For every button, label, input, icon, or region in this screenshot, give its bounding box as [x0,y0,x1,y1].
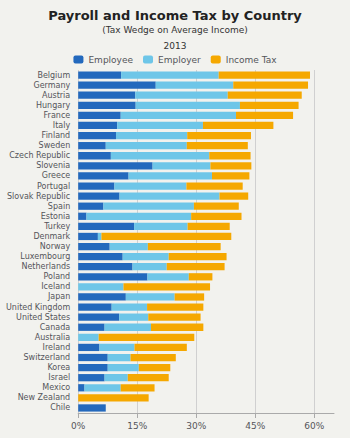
svg-text:Czech Republic: Czech Republic [9,151,70,160]
svg-text:Poland: Poland [43,272,70,281]
svg-text:Payroll and Income Tax by Coun: Payroll and Income Tax by Country [48,8,302,23]
svg-text:Switzerland: Switzerland [24,353,71,362]
svg-text:Germany: Germany [33,81,70,90]
svg-text:Austria: Austria [42,91,70,100]
svg-text:Estonia: Estonia [41,212,71,221]
svg-text:Finland: Finland [42,131,71,140]
svg-text:(Tax Wedge on Average Income): (Tax Wedge on Average Income) [102,25,247,35]
svg-text:United States: United States [16,313,70,322]
svg-text:Slovenia: Slovenia [36,161,70,170]
svg-text:Slovak Republic: Slovak Republic [7,192,70,201]
svg-text:Sweden: Sweden [39,141,71,150]
svg-text:Luxembourg: Luxembourg [20,252,70,261]
svg-text:Chile: Chile [50,403,70,412]
svg-text:Ireland: Ireland [43,343,71,352]
svg-text:Hungary: Hungary [36,101,70,110]
svg-text:Employee: Employee [88,55,133,65]
svg-text:Belgium: Belgium [37,71,70,80]
svg-text:Spain: Spain [48,202,70,211]
svg-text:45%: 45% [245,421,265,431]
svg-text:Greece: Greece [42,171,71,180]
svg-text:2013: 2013 [164,41,187,51]
svg-text:Netherlands: Netherlands [21,262,70,271]
svg-text:France: France [44,111,71,120]
svg-text:Israel: Israel [48,373,70,382]
svg-text:Australia: Australia [35,333,70,342]
svg-text:60%: 60% [304,421,324,431]
svg-text:Employer: Employer [158,55,201,65]
svg-text:0%: 0% [71,421,86,431]
svg-text:Canada: Canada [40,323,71,332]
svg-text:Turkey: Turkey [43,222,70,231]
svg-text:Italy: Italy [53,121,71,130]
svg-text:New Zealand: New Zealand [18,393,71,402]
svg-text:United Kingdom: United Kingdom [6,303,70,312]
svg-text:Mexico: Mexico [42,383,70,392]
svg-text:Denmark: Denmark [33,232,70,241]
svg-text:Korea: Korea [48,363,71,372]
svg-text:Iceland: Iceland [41,282,70,291]
svg-text:Norway: Norway [40,242,71,251]
svg-text:15%: 15% [127,421,147,431]
svg-text:Portugal: Portugal [37,182,70,191]
svg-text:Japan: Japan [47,292,70,301]
svg-text:Income Tax: Income Tax [226,55,278,65]
svg-text:30%: 30% [186,421,206,431]
